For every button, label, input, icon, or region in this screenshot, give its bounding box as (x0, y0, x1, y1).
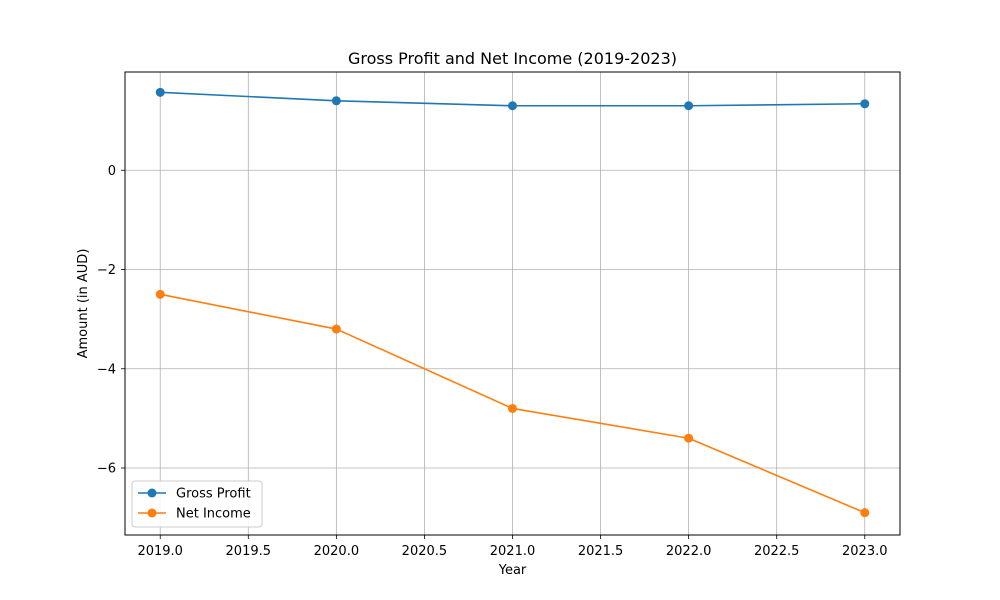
y-tick-label: −4 (97, 362, 116, 377)
x-tick-label: 2022.0 (666, 544, 712, 559)
legend-swatch-marker (147, 508, 157, 518)
x-tick-label: 2019.5 (226, 544, 272, 559)
axis-ticks: 2019.0 2019.5 2020.0 2020.5 2021.0 2021.5 2022… (97, 164, 888, 559)
data-point-gross-profit (860, 99, 870, 109)
data-point-net-income (684, 433, 694, 443)
x-tick-label: 2022.5 (754, 544, 800, 559)
data-point-gross-profit (155, 87, 165, 97)
data-point-gross-profit (331, 96, 341, 106)
data-point-gross-profit (508, 101, 517, 111)
data-point-gross-profit (684, 101, 694, 111)
data-point-net-income (155, 289, 165, 299)
chart-title: Gross Profit and Net Income (2019-2023) (348, 49, 677, 68)
legend: Gross Profit Net Income (131, 480, 263, 528)
legend-item-net-income: Net Income (138, 507, 251, 522)
x-tick-label: 2019.0 (137, 544, 183, 559)
x-tick-label: 2023.0 (842, 544, 888, 559)
x-tick-label: 2021.5 (578, 544, 624, 559)
data-point-net-income (860, 508, 870, 518)
data-point-net-income (508, 403, 517, 413)
series-layer (155, 87, 870, 518)
legend-label: Net Income (176, 507, 251, 522)
x-axis-label: Year (498, 563, 527, 578)
x-tick-label: 2020.0 (314, 544, 360, 559)
legend-item-gross-profit: Gross Profit (138, 487, 251, 502)
series-net-income (155, 289, 870, 518)
y-axis-label: Amount (in AUD) (76, 249, 91, 359)
x-tick-label: 2020.5 (402, 544, 448, 559)
data-point-net-income (331, 324, 341, 334)
grid (125, 72, 900, 535)
legend-swatch-marker (147, 488, 157, 498)
y-tick-label: −6 (97, 462, 116, 477)
legend-label: Gross Profit (176, 487, 251, 502)
series-gross-profit (155, 87, 870, 111)
y-tick-label: −2 (97, 263, 116, 278)
x-tick-label: 2021.0 (490, 544, 536, 559)
y-tick-label: 0 (108, 164, 116, 179)
